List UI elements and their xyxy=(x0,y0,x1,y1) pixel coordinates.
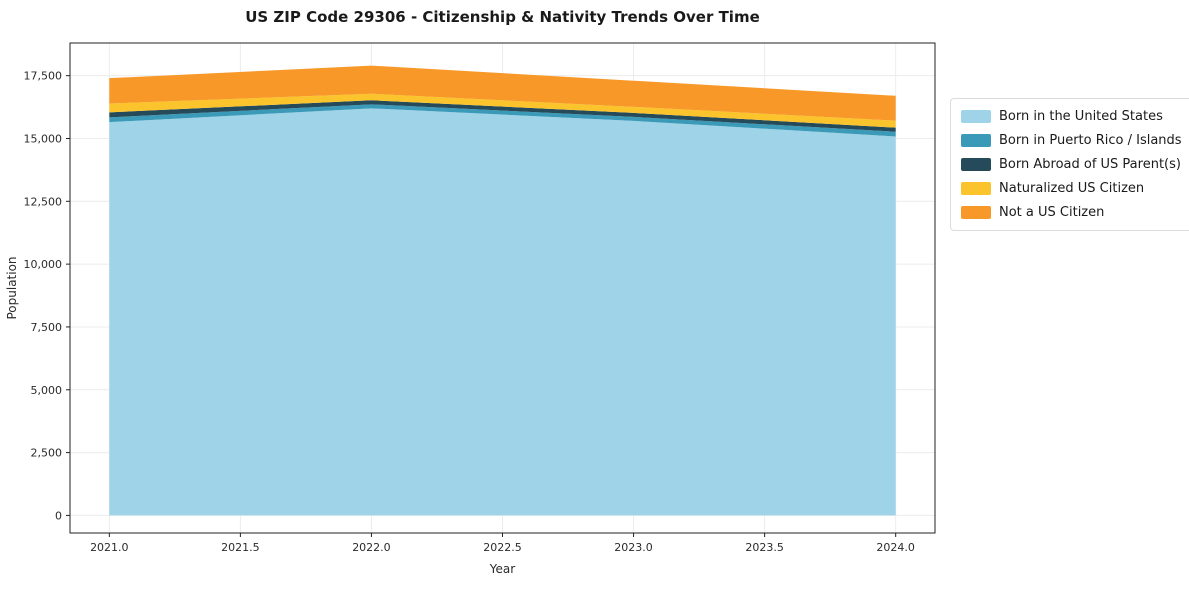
chart-title: US ZIP Code 29306 - Citizenship & Nativi… xyxy=(245,8,760,26)
x-tick-label: 2022.0 xyxy=(352,541,391,554)
y-tick-label: 0 xyxy=(55,509,62,522)
legend-item-2: Born Abroad of US Parent(s) xyxy=(961,157,1182,172)
area-series-0 xyxy=(109,108,896,516)
y-tick-label: 10,000 xyxy=(24,258,63,271)
legend-swatch xyxy=(961,206,991,219)
y-tick-label: 5,000 xyxy=(31,384,63,397)
legend: Born in the United States Born in Puerto … xyxy=(950,98,1189,231)
legend-swatch xyxy=(961,182,991,195)
legend-item-4: Not a US Citizen xyxy=(961,205,1182,220)
area-series-4 xyxy=(109,65,896,121)
legend-swatch xyxy=(961,134,991,147)
legend-item-3: Naturalized US Citizen xyxy=(961,181,1182,196)
legend-label: Born Abroad of US Parent(s) xyxy=(999,157,1181,172)
legend-label: Naturalized US Citizen xyxy=(999,181,1145,196)
x-axis-label: Year xyxy=(489,562,515,576)
x-tick-label: 2021.5 xyxy=(221,541,260,554)
x-tick-label: 2023.0 xyxy=(614,541,653,554)
legend-item-0: Born in the United States xyxy=(961,109,1182,124)
x-tick-label: 2024.0 xyxy=(876,541,915,554)
area-series-3 xyxy=(109,93,896,128)
legend-label: Not a US Citizen xyxy=(999,205,1105,220)
legend-swatch xyxy=(961,110,991,123)
y-tick-label: 12,500 xyxy=(24,195,63,208)
y-axis-label: Population xyxy=(5,256,19,319)
legend-item-1: Born in Puerto Rico / Islands xyxy=(961,133,1182,148)
area-series-1 xyxy=(109,104,896,137)
y-tick-label: 2,500 xyxy=(31,447,63,460)
legend-label: Born in the United States xyxy=(999,109,1163,124)
legend-label: Born in Puerto Rico / Islands xyxy=(999,133,1182,148)
legend-swatch xyxy=(961,158,991,171)
y-tick-label: 17,500 xyxy=(24,70,63,83)
x-tick-label: 2021.0 xyxy=(90,541,129,554)
x-tick-label: 2022.5 xyxy=(483,541,522,554)
y-tick-label: 15,000 xyxy=(24,132,63,145)
y-tick-label: 7,500 xyxy=(31,321,63,334)
x-tick-label: 2023.5 xyxy=(745,541,784,554)
